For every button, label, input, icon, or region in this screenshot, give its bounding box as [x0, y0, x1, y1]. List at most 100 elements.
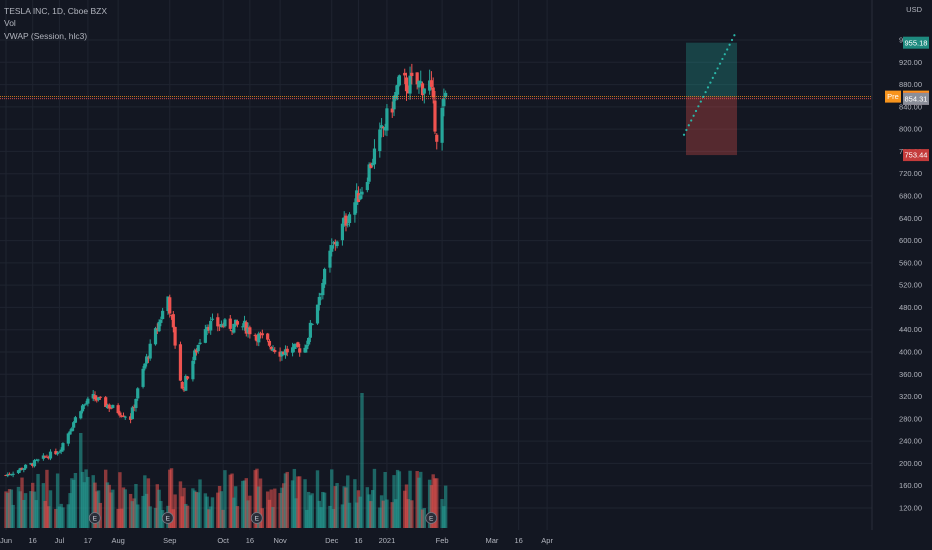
- candle-body: [72, 422, 76, 428]
- candle-body: [333, 242, 337, 245]
- candle-body: [56, 453, 60, 455]
- volume-bar: [242, 480, 247, 528]
- volume-bar: [330, 469, 334, 528]
- time-axis[interactable]: Jun 16 Jul 17 Aug Sep Oct 16 Nov Dec 16 2021 Feb Mar 1…: [0, 530, 932, 550]
- candle-body: [431, 87, 435, 98]
- forecast-dot: [728, 43, 731, 46]
- forecast-dot: [706, 86, 710, 89]
- volume-bar: [16, 486, 21, 528]
- candle-body: [344, 215, 348, 226]
- vwap-price-label: 854.31: [905, 94, 928, 103]
- time-axis-bg: [0, 530, 932, 550]
- forecast-dot: [718, 62, 722, 65]
- volume-bar: [116, 508, 120, 528]
- volume-bar: [369, 501, 373, 528]
- candle-body: [406, 89, 410, 94]
- volume-bar: [306, 491, 311, 528]
- volume-bar: [20, 477, 24, 528]
- candle-body: [61, 443, 65, 451]
- volume-bar: [321, 491, 325, 528]
- volume-bar: [258, 478, 263, 528]
- forecast-dot: [716, 67, 719, 70]
- volume-bar: [219, 491, 224, 528]
- candle-body: [18, 468, 22, 471]
- candle-body: [196, 344, 200, 352]
- candle-body: [392, 95, 396, 110]
- price-tick-label: 200.00: [899, 459, 922, 468]
- candle-body: [210, 318, 215, 320]
- volume-bar: [267, 499, 272, 528]
- volume-bar: [31, 482, 35, 528]
- forecast-dot: [721, 57, 724, 61]
- volume-bar: [118, 472, 122, 528]
- time-tick-label: Nov: [273, 536, 287, 545]
- volume-bar: [317, 500, 321, 528]
- volume-bar: [123, 489, 127, 528]
- candle-body: [219, 324, 223, 328]
- volume-bar: [420, 509, 425, 528]
- volume-bar: [410, 500, 414, 528]
- candle-body: [280, 351, 284, 357]
- candle-body: [73, 417, 78, 423]
- candle-body: [303, 347, 307, 353]
- candle-body: [168, 297, 172, 314]
- volume-bar: [209, 506, 213, 528]
- candle-body: [390, 108, 394, 113]
- candle-body: [242, 320, 247, 328]
- forecast-dot: [702, 95, 705, 98]
- price-tick-label: 440.00: [899, 325, 922, 334]
- candle-body: [29, 463, 33, 465]
- volume-bar: [22, 499, 26, 528]
- volume-bar: [155, 484, 159, 528]
- volume-bar: [95, 491, 99, 528]
- forecast-dot: [682, 133, 686, 136]
- volume-bar: [136, 504, 140, 528]
- candle-body: [428, 80, 432, 91]
- candle-body: [79, 411, 83, 419]
- volume-indicator-label[interactable]: Vol: [4, 18, 16, 29]
- candle-body: [171, 314, 175, 328]
- volume-bar: [146, 478, 151, 528]
- candle-body: [273, 350, 277, 352]
- position-tool[interactable]: [686, 42, 737, 156]
- candle-body: [232, 323, 236, 333]
- candle-body: [396, 84, 400, 95]
- candle-body: [161, 310, 165, 320]
- price-axis[interactable]: USD960.00920.00880.00840.00800.00760.007…: [871, 0, 932, 550]
- volume-bar: [96, 490, 101, 528]
- candle-body: [57, 451, 61, 453]
- earnings-marker-label: E: [166, 516, 171, 523]
- candle-body: [267, 340, 272, 346]
- symbol-title[interactable]: TESLA INC, 1D, Cboe BZX: [4, 6, 107, 16]
- time-tick-label: Aug: [111, 536, 124, 545]
- forecast-dot: [711, 76, 714, 79]
- candle-body: [244, 322, 248, 334]
- candle-body: [308, 322, 312, 338]
- price-tick-label: 640.00: [899, 214, 922, 223]
- candle-body: [205, 326, 209, 331]
- volume-bar: [283, 473, 288, 528]
- volume-bar: [403, 490, 407, 528]
- candle-body: [116, 405, 120, 414]
- volume-bar: [335, 483, 339, 528]
- candlesticks: [4, 63, 448, 478]
- volume-bar: [354, 502, 359, 528]
- volume-bar: [169, 468, 174, 528]
- price-tick-label: 400.00: [899, 348, 922, 357]
- vwap-indicator-label[interactable]: VWAP (Session, hlc3): [4, 30, 88, 41]
- volume-bar: [196, 492, 200, 528]
- candle-body: [11, 473, 15, 475]
- volume-bar: [290, 480, 295, 528]
- candle-body: [383, 127, 387, 131]
- candle-body: [98, 396, 102, 398]
- volume-bar: [45, 469, 49, 528]
- candle-body: [91, 394, 95, 399]
- volume-bar: [230, 473, 234, 528]
- candle-body: [353, 202, 357, 215]
- volume-bar: [429, 485, 434, 528]
- volume-bar: [346, 475, 350, 528]
- price-tick-label: 520.00: [899, 281, 922, 290]
- candle-body: [342, 217, 346, 224]
